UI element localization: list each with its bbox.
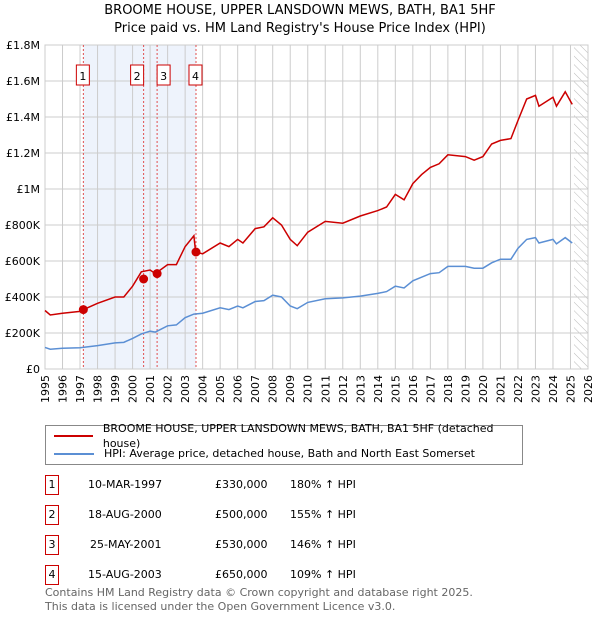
legend-item-property: BROOME HOUSE, UPPER LANSDOWN MEWS, BATH,… xyxy=(54,422,522,450)
x-tick-label: 2003 xyxy=(179,375,192,403)
legend-label: BROOME HOUSE, UPPER LANSDOWN MEWS, BATH,… xyxy=(102,421,494,450)
sale-row: 2 18-AUG-2000 £500,000 155% ↑ HPI xyxy=(45,505,445,525)
footer-line: Contains HM Land Registry data © Crown c… xyxy=(45,586,473,599)
x-tick-label: 1997 xyxy=(74,375,87,403)
y-tick-label: £1.4M xyxy=(6,111,40,124)
x-tick-label: 2014 xyxy=(372,375,385,403)
sale-row: 4 15-AUG-2003 £650,000 109% ↑ HPI xyxy=(45,565,445,585)
footer: Contains HM Land Registry data © Crown c… xyxy=(45,586,473,614)
sale-price: £330,000 xyxy=(215,478,268,491)
plot-frame xyxy=(44,44,589,370)
legend-item-hpi: HPI: Average price, detached house, Bath… xyxy=(54,446,475,461)
x-tick-label: 1998 xyxy=(92,375,105,403)
x-tick-label: 2009 xyxy=(284,375,297,403)
x-tick-label: 2023 xyxy=(529,375,542,403)
footer-line: This data is licensed under the Open Gov… xyxy=(45,600,396,613)
y-tick-label: £800K xyxy=(5,219,41,232)
sales-period-shading xyxy=(83,45,196,369)
x-tick-label: 2017 xyxy=(424,375,437,403)
sale-price: £530,000 xyxy=(215,538,268,551)
sale-marker-label: 3 xyxy=(45,535,59,555)
x-tick-label: 2018 xyxy=(442,375,455,403)
x-tick-label: 1999 xyxy=(109,375,122,403)
sale-marker-label: 3 xyxy=(160,70,167,83)
x-tick-label: 2010 xyxy=(302,375,315,403)
forecast-hatch xyxy=(573,45,588,369)
x-tick-label: 2015 xyxy=(389,375,402,403)
sale-date: 25-MAY-2001 xyxy=(90,538,162,551)
x-tick-label: 2005 xyxy=(214,375,227,403)
sale-marker-box xyxy=(75,64,90,86)
sale-marker-label: 4 xyxy=(45,565,59,585)
sale-marker-label: 2 xyxy=(45,505,59,525)
x-tick-label: 2016 xyxy=(407,375,420,403)
chart-title: BROOME HOUSE, UPPER LANSDOWN MEWS, BATH,… xyxy=(104,3,496,18)
sale-date: 15-AUG-2003 xyxy=(88,568,162,581)
x-tick-label: 2024 xyxy=(547,375,560,403)
legend-label: HPI: Average price, detached house, Bath… xyxy=(104,447,475,460)
price-chart: 1995 1996 1997 1998 1999 2000 2001 2002 2003 2004… xyxy=(5,39,595,403)
y-tick-label: £1M xyxy=(17,183,41,196)
sale-date: 10-MAR-1997 xyxy=(88,478,163,491)
x-tick-label: 2011 xyxy=(319,375,332,403)
x-tick-label: 2019 xyxy=(459,375,472,403)
x-tick-label: 2006 xyxy=(232,375,245,403)
x-tick-label: 2001 xyxy=(144,375,157,403)
sale-price: £500,000 xyxy=(215,508,268,521)
x-tick-label: 2022 xyxy=(512,375,525,403)
x-tick-label: 1995 xyxy=(39,375,52,403)
sale-price: £650,000 xyxy=(215,568,268,581)
x-tick-label: 2021 xyxy=(494,375,507,403)
y-tick-label: £1.2M xyxy=(6,147,40,160)
x-tick-label: 2012 xyxy=(337,375,350,403)
x-tick-label: 2025 xyxy=(564,375,577,403)
sale-point xyxy=(139,274,149,284)
sale-hpi: 155% ↑ HPI xyxy=(290,508,356,521)
x-tick-label: 2026 xyxy=(582,375,595,403)
y-tick-label: £1.6M xyxy=(6,75,40,88)
sale-row: 3 25-MAY-2001 £530,000 146% ↑ HPI xyxy=(45,535,445,555)
x-tick-label: 2000 xyxy=(127,375,140,403)
sale-marker-box xyxy=(156,64,171,86)
x-tick-label: 2020 xyxy=(477,375,490,403)
sale-date: 18-AUG-2000 xyxy=(88,508,162,521)
y-tick-label: £200K xyxy=(5,327,41,340)
x-tick-label: 2008 xyxy=(267,375,280,403)
x-tick-label: 2002 xyxy=(162,375,175,403)
sale-row: 1 10-MAR-1997 £330,000 180% ↑ HPI xyxy=(45,475,445,495)
sale-hpi: 109% ↑ HPI xyxy=(290,568,356,581)
sale-hpi: 180% ↑ HPI xyxy=(290,478,356,491)
sale-point xyxy=(191,247,201,257)
sale-marker-label: 1 xyxy=(79,70,86,83)
y-tick-label: £1.8M xyxy=(6,39,40,52)
sale-point xyxy=(152,269,162,279)
sale-marker-box xyxy=(130,64,145,86)
series-line xyxy=(44,90,573,316)
x-tick-label: 1996 xyxy=(57,375,70,403)
sale-marker-label: 2 xyxy=(134,70,141,83)
sale-marker-label: 4 xyxy=(192,70,199,83)
x-tick-label: 2013 xyxy=(354,375,367,403)
chart-subtitle: Price paid vs. HM Land Registry's House … xyxy=(114,21,486,36)
x-tick-label: 2007 xyxy=(249,375,262,403)
sale-marker-label: 1 xyxy=(45,475,59,495)
y-tick-label: £0 xyxy=(26,363,40,376)
sale-point xyxy=(78,305,88,315)
legend: BROOME HOUSE, UPPER LANSDOWN MEWS, BATH,… xyxy=(45,422,523,465)
y-tick-label: £400K xyxy=(5,291,41,304)
sale-hpi: 146% ↑ HPI xyxy=(290,538,356,551)
sale-marker-box xyxy=(188,64,203,86)
x-tick-label: 2004 xyxy=(197,375,210,403)
y-tick-label: £600K xyxy=(5,255,41,268)
series-line xyxy=(44,236,573,350)
